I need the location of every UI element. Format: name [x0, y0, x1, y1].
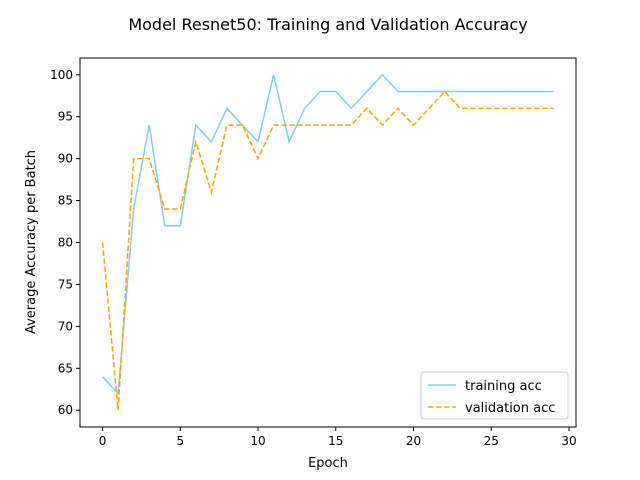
legend: training acc validation acc — [420, 371, 569, 420]
x-tick-label: 25 — [484, 434, 499, 448]
y-tick-label: 80 — [58, 236, 73, 250]
y-tick-label: 100 — [50, 68, 73, 82]
x-axis-label: Epoch — [308, 456, 348, 471]
x-tick-label: 30 — [561, 434, 576, 448]
x-tick-label: 0 — [99, 434, 107, 448]
x-axis: 0 5 10 15 20 25 30 — [99, 427, 577, 448]
y-tick-label: 95 — [58, 110, 73, 124]
series-line-training — [101, 73, 554, 396]
y-tick-label: 60 — [58, 403, 73, 417]
y-axis: 60 65 70 75 80 85 90 95 100 — [50, 68, 80, 417]
legend-box — [420, 371, 569, 420]
y-tick-label: 70 — [58, 319, 73, 333]
series-line-validation — [101, 90, 554, 411]
x-tick-label: 15 — [328, 434, 343, 448]
chart-title: Model Resnet50: Training and Validation … — [128, 15, 527, 34]
legend-label-validation: validation acc — [465, 401, 555, 416]
y-tick-label: 65 — [58, 361, 73, 375]
plot-area — [101, 73, 554, 411]
x-tick-label: 5 — [176, 434, 184, 448]
legend-label-training: training acc — [465, 379, 542, 394]
y-axis-label: Average Accuracy per Batch — [24, 150, 39, 334]
x-tick-label: 20 — [406, 434, 421, 448]
x-tick-label: 10 — [250, 434, 265, 448]
y-tick-label: 75 — [58, 277, 73, 291]
y-tick-label: 90 — [58, 152, 73, 166]
y-tick-label: 85 — [58, 194, 73, 208]
